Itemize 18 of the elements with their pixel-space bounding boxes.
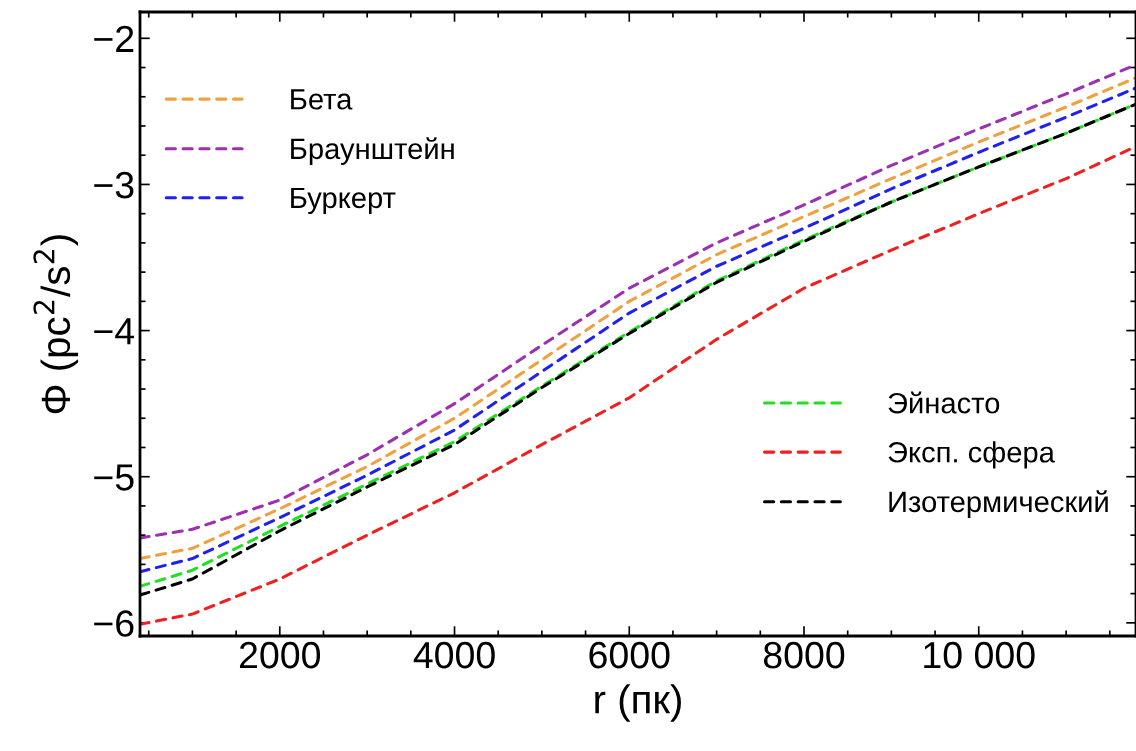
legend-label: Бета (291, 89, 353, 110)
y-tick-label: −5 (94, 464, 134, 491)
x-tick-label: 10 000 (924, 641, 1035, 669)
legend-label: Изотермический (889, 490, 1108, 518)
y-tick-label: −6 (94, 610, 134, 637)
y-tick-label: −3 (94, 171, 134, 199)
x-tick-label: 2000 (239, 641, 321, 669)
legend-label: Эксп. сфера (888, 441, 1055, 469)
x-tick-label: 4000 (413, 641, 495, 669)
legend-label: Буркерт (291, 187, 396, 214)
x-tick-label: 6000 (589, 641, 670, 669)
legend-label: Эйнасто (888, 391, 1000, 414)
y-tick-label: −2 (94, 25, 134, 52)
y-axis-title: Φ (pc$^{2}$/s$^{2}$) (33, 235, 79, 414)
y-tick-label: −4 (94, 318, 135, 345)
x-tick-label: 8000 (763, 641, 845, 669)
legend-label: Браунштейн (291, 137, 454, 165)
x-axis-title: r (пк) (595, 684, 681, 722)
